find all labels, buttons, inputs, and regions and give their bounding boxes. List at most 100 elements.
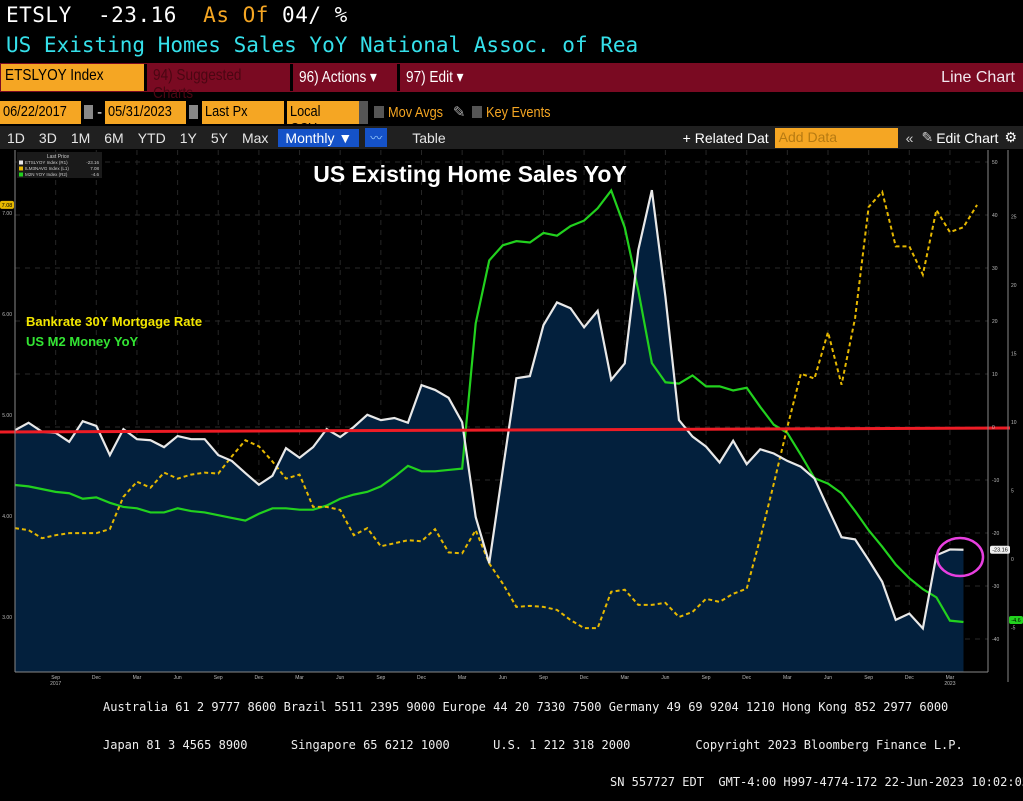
mov-avgs-label: Mov Avgs <box>388 103 444 121</box>
pencil-icon: ✎ <box>921 129 934 145</box>
right1-last-value-tag-bg <box>990 545 1010 554</box>
end-date-field[interactable]: 05/31/2023 <box>105 100 187 124</box>
line-chart-icon[interactable]: 〰 <box>365 128 388 147</box>
period-ytd[interactable]: YTD <box>137 129 166 146</box>
price-field-select[interactable]: Last Px <box>202 100 285 124</box>
right-axis-1-tick-label: 30 <box>992 266 998 272</box>
left-axis-tick-label: 5.00 <box>2 413 12 419</box>
key-events-checkbox[interactable] <box>471 106 482 118</box>
actions-menu[interactable]: 96) Actions ▾ <box>290 64 397 91</box>
left-axis-tick-label: 3.00 <box>2 615 12 621</box>
calendar-icon[interactable] <box>189 105 199 119</box>
calendar-icon[interactable] <box>84 105 94 119</box>
right2-last-value-tag-bg <box>1009 616 1023 625</box>
legend-label: ILM3NAVG Index (L1) <box>25 166 69 171</box>
x-tick-label: Dec <box>92 675 101 681</box>
footer-session: SN 557727 EDT GMT-4:00 H997-4774-172 22-… <box>610 775 1023 789</box>
edit-menu[interactable]: 97) Edit ▾ <box>396 64 480 91</box>
gear-icon[interactable]: ⚙ <box>1004 129 1017 145</box>
left-axis-tick-label: 7.00 <box>2 211 12 217</box>
legend-value: -23.16 <box>86 160 99 165</box>
x-tick-label: Sep <box>702 675 711 681</box>
footer-contacts-2: Japan 81 3 4565 8900 Singapore 65 6212 1… <box>103 737 963 752</box>
x-tick-label: Sep <box>864 675 873 681</box>
ticker: ETSLY <box>6 3 72 27</box>
right-axis-1-tick-label: 0 <box>992 425 995 431</box>
as-of-value: 04/ % <box>282 3 348 27</box>
right-axis-1-tick-label: -40 <box>992 637 999 643</box>
edit-chart-button[interactable]: Edit Chart <box>936 129 999 146</box>
x-tick-year: 2023 <box>944 681 955 687</box>
legend-header: Last Price <box>47 154 69 160</box>
chevron-down-icon[interactable] <box>359 100 369 124</box>
date-dash: - <box>97 103 103 121</box>
x-tick-label: Mar <box>458 675 467 681</box>
security-input[interactable]: ETSLYOY Index <box>1 64 144 91</box>
existing-sales-area <box>15 190 964 672</box>
security-header: ETSLY -23.16 As Of 04/ % <box>6 3 348 27</box>
x-tick-label: Jun <box>824 675 832 681</box>
date-toolbar: 06/22/2017 - 05/31/2023 Last Px Local CC… <box>0 99 561 137</box>
right-axis-2-tick-label: 25 <box>1011 215 1017 221</box>
right-axis-2-tick-label: 15 <box>1011 352 1017 358</box>
legend-label: ETSLYOY Index (R1) <box>25 160 68 165</box>
legend-label: M2N YOY Index (R2) <box>25 172 68 177</box>
left-axis-tick-label: 4.00 <box>2 514 12 520</box>
start-date-field[interactable]: 06/22/2017 <box>0 100 82 124</box>
period-3d[interactable]: 3D <box>38 129 57 146</box>
x-tick-label: Jun <box>174 675 182 681</box>
period-5y[interactable]: 5Y <box>210 129 228 146</box>
x-tick-label: Dec <box>254 675 263 681</box>
chart-legend: Last Price ETSLYOY Index (R1) -23.16 ILM3N… <box>17 152 102 178</box>
footer-contacts-1: Australia 61 2 9777 8600 Brazil 5511 239… <box>103 700 949 714</box>
x-tick-label: Mar <box>783 675 792 681</box>
legend-swatch <box>19 172 23 177</box>
x-tick-label: Sep <box>539 675 548 681</box>
right1-last-value-tag: -23.16 <box>992 548 1008 554</box>
period-max[interactable]: Max <box>241 129 269 146</box>
x-tick-label: Mar <box>946 675 955 681</box>
left-axis-tick-label: 6.00 <box>2 312 12 318</box>
right-axis-1-tick-label: 10 <box>992 372 998 378</box>
left-last-value-tag: 7.08 <box>2 203 13 209</box>
right2-last-value-tag: -4.6 <box>1011 618 1020 624</box>
period-1y[interactable]: 1Y <box>179 129 197 146</box>
suggested-charts-button[interactable]: 94) Suggested Charts <box>144 64 290 102</box>
existing-sales-series-line <box>14 189 964 631</box>
period-1d[interactable]: 1D <box>7 129 25 146</box>
x-tick-label: Mar <box>295 675 304 681</box>
right-axis-1-tick-label: 20 <box>992 319 998 325</box>
table-button[interactable]: Table <box>412 129 446 146</box>
x-tick-label: Jun <box>661 675 669 681</box>
left-last-value-tag-bg <box>0 200 14 209</box>
x-tick-label: Jun <box>336 675 344 681</box>
x-tick-label: Dec <box>905 675 914 681</box>
related-data-button[interactable]: + Related Dat <box>682 129 769 146</box>
x-tick-label: Sep <box>214 675 223 681</box>
x-tick-label: Sep <box>51 675 60 681</box>
add-data-input[interactable]: Add Data <box>774 127 898 148</box>
chart-type-label: Line Chart <box>941 68 1015 86</box>
frequency-select[interactable]: Monthly ▼ <box>278 128 360 147</box>
right-axis-1-tick-label: 40 <box>992 213 998 219</box>
pencil-icon[interactable]: ✎ <box>452 104 466 121</box>
right-axis-1-tick-label: -20 <box>992 531 999 537</box>
legend-value: -4.6 <box>91 172 99 177</box>
collapse-icon[interactable]: « <box>905 129 914 146</box>
last-value: -23.16 <box>98 3 177 27</box>
mov-avgs-checkbox[interactable] <box>374 106 385 118</box>
period-1m[interactable]: 1M <box>70 129 91 146</box>
key-events-label: Key Events <box>485 103 550 121</box>
mortgage-annotation: Bankrate 30Y Mortgage Rate <box>26 314 202 329</box>
chart-title: US Existing Home Sales YoY <box>313 161 627 187</box>
legend-swatch <box>19 160 23 165</box>
zero-reference-line <box>0 426 1011 434</box>
right-axis-2-tick-label: 0 <box>1011 557 1014 563</box>
period-6m[interactable]: 6M <box>104 129 124 146</box>
x-tick-label: Mar <box>620 675 629 681</box>
x-tick-label: Dec <box>742 675 751 681</box>
as-of-label: As Of <box>203 3 269 27</box>
x-tick-label: Dec <box>417 675 426 681</box>
x-tick-label: Dec <box>580 675 589 681</box>
